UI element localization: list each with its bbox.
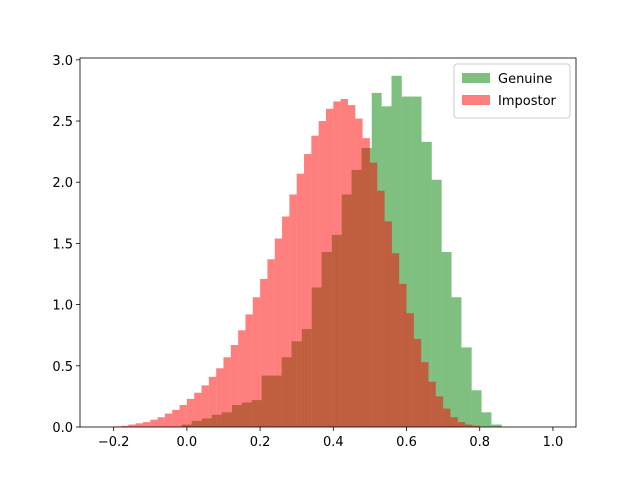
histogram-bar xyxy=(441,251,452,427)
histogram-bar xyxy=(362,138,370,427)
histogram-bar xyxy=(318,121,326,428)
histogram-bar xyxy=(450,417,458,427)
histogram-bar xyxy=(355,118,363,427)
legend: Genuine Impostor xyxy=(453,63,571,119)
histogram-bar xyxy=(457,422,466,427)
y-tick-label: 1.5 xyxy=(52,237,73,252)
histogram-bar xyxy=(135,423,143,427)
y-tick-label: 2.5 xyxy=(52,115,73,130)
histogram-bar xyxy=(399,283,407,427)
histogram-bar xyxy=(333,101,341,428)
plot-frame xyxy=(79,57,577,428)
histogram-bar xyxy=(223,357,231,427)
histogram-bar xyxy=(201,385,209,427)
histogram-bar xyxy=(252,297,261,427)
legend-label: Impostor xyxy=(498,94,557,109)
legend-swatch xyxy=(462,73,490,83)
histogram-bar xyxy=(194,392,202,427)
y-tick-label: 1.0 xyxy=(52,299,73,314)
histogram-bar xyxy=(172,409,180,427)
histogram-bar xyxy=(481,412,492,427)
histogram-bar xyxy=(421,362,429,427)
legend-swatch xyxy=(462,95,490,105)
histogram-bar xyxy=(260,278,268,427)
histogram-bar xyxy=(340,99,348,427)
y-tick-label: 2.0 xyxy=(52,176,73,191)
histogram-bar xyxy=(179,404,187,427)
x-tick-label: 0.4 xyxy=(323,435,344,450)
x-tick-label: −0.2 xyxy=(98,435,130,450)
histogram-bar xyxy=(401,96,412,427)
histogram-bar xyxy=(435,396,444,427)
histogram-bar xyxy=(428,381,436,427)
histogram-bar xyxy=(150,419,158,427)
histogram-bar xyxy=(413,338,422,427)
histogram-bar xyxy=(406,313,414,427)
histogram-bar xyxy=(391,253,400,427)
histogram-bar xyxy=(157,417,165,427)
histogram-bar xyxy=(289,194,297,427)
histogram-bar xyxy=(451,297,462,427)
x-tick-label: 0.0 xyxy=(177,435,198,450)
histogram-bar xyxy=(347,105,356,428)
histogram-bar xyxy=(491,424,502,427)
histogram-bar xyxy=(274,238,283,427)
histogram-bar xyxy=(377,190,385,427)
histogram-bar xyxy=(296,173,305,427)
histogram-bar xyxy=(311,135,319,427)
histogram-bar xyxy=(186,398,195,427)
histogram-bar xyxy=(411,96,422,427)
histogram-bar xyxy=(461,347,472,427)
histogram-bar xyxy=(465,424,473,427)
histogram-bar xyxy=(421,141,432,427)
histogram-bar xyxy=(325,108,334,427)
histogram-bar xyxy=(120,425,129,427)
histogram-bar xyxy=(216,368,224,427)
y-tick-label: 3.0 xyxy=(52,54,73,69)
histogram-bar xyxy=(282,216,290,427)
y-tick-label: 0.5 xyxy=(52,360,73,375)
histogram-bar xyxy=(391,75,402,427)
histogram-bar xyxy=(245,314,253,427)
histogram-bar xyxy=(431,179,442,427)
x-tick-label: 1.0 xyxy=(543,435,564,450)
histogram-bar xyxy=(230,345,239,427)
x-tick-label: 0.8 xyxy=(469,435,490,450)
x-tick-label: 0.6 xyxy=(396,435,417,450)
histogram-bar xyxy=(443,408,451,427)
histogram-bar xyxy=(472,425,480,427)
histogram-bar xyxy=(304,154,312,427)
legend-label: Genuine xyxy=(498,72,552,87)
histogram-bar xyxy=(142,422,151,427)
x-tick-label: 0.2 xyxy=(250,435,271,450)
histogram-bar xyxy=(384,221,392,427)
histogram-bar xyxy=(267,259,275,427)
histogram-bar xyxy=(128,424,136,427)
histogram-bar xyxy=(164,413,173,427)
histogram-bar xyxy=(369,162,378,427)
histogram-bar xyxy=(208,376,217,427)
histogram-bar xyxy=(238,330,246,427)
histogram-bar xyxy=(471,390,482,427)
y-tick-label: 0.0 xyxy=(52,421,73,436)
